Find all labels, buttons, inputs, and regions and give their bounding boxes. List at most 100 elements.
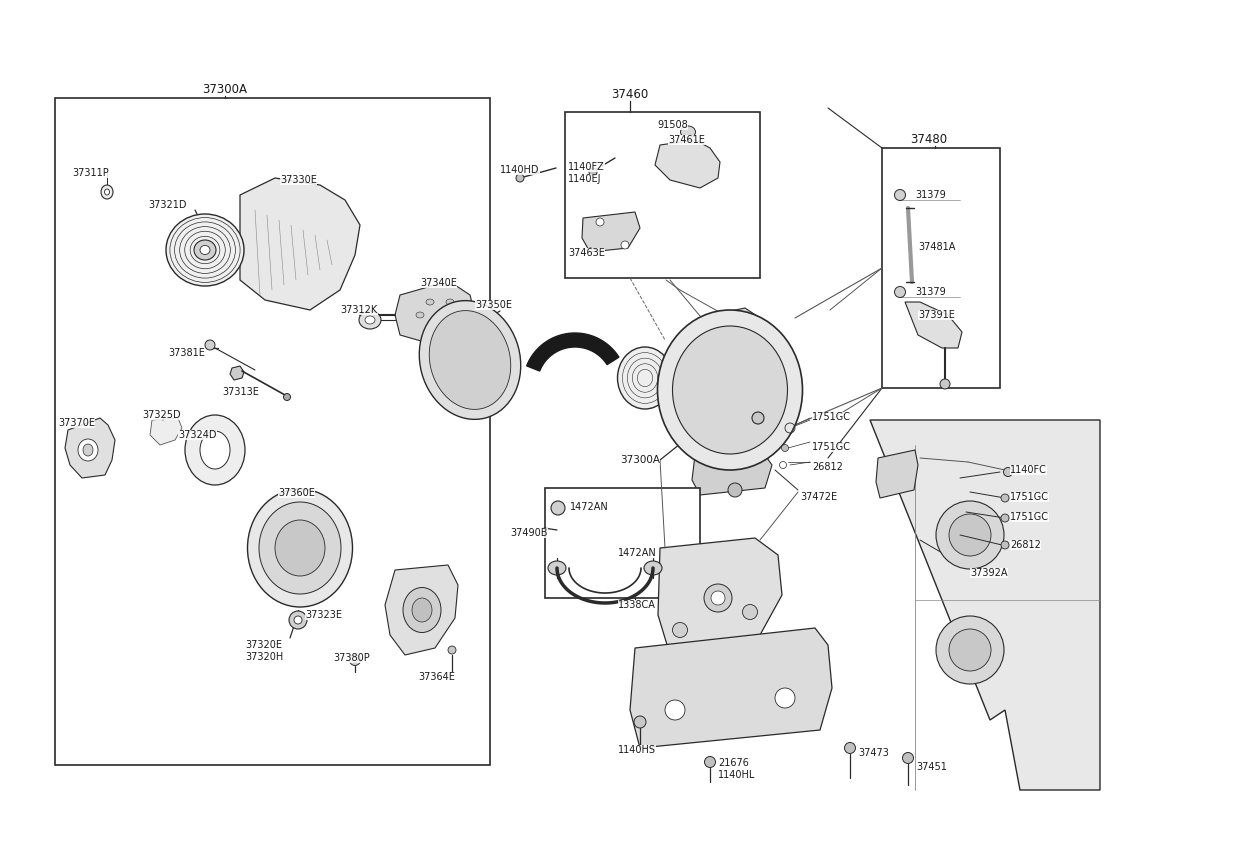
Bar [55,98,490,765]
Text: 37312K: 37312K [340,305,377,315]
Text: 1751GC: 1751GC [812,442,851,452]
Ellipse shape [618,347,672,409]
Ellipse shape [193,240,216,260]
Polygon shape [241,178,360,310]
Ellipse shape [949,629,991,671]
Text: 37300A: 37300A [202,83,248,96]
Text: 37324D: 37324D [179,430,217,440]
Text: 26812: 26812 [1011,540,1040,550]
Text: 37320E: 37320E [246,640,281,650]
Text: 1140FZ: 1140FZ [568,162,605,172]
Text: 1338CA: 1338CA [618,600,656,610]
Text: 37300A: 37300A [620,455,660,465]
Ellipse shape [936,501,1004,569]
Ellipse shape [936,616,1004,684]
Ellipse shape [711,591,725,605]
Text: 37480: 37480 [910,133,947,146]
Ellipse shape [360,311,381,329]
Ellipse shape [681,126,696,138]
Ellipse shape [665,700,684,720]
Text: 37391E: 37391E [918,310,955,320]
Ellipse shape [903,752,914,763]
Ellipse shape [657,310,802,470]
Polygon shape [630,628,832,748]
Ellipse shape [200,431,229,469]
Text: 37392A: 37392A [970,568,1007,578]
Ellipse shape [548,561,565,575]
Text: 1751GC: 1751GC [1011,512,1049,522]
Text: 26812: 26812 [812,462,843,472]
Text: 37380P: 37380P [334,653,370,663]
Text: 37490B: 37490B [510,528,548,538]
Text: 1140EJ: 1140EJ [568,174,601,184]
Ellipse shape [844,743,856,754]
Ellipse shape [294,616,303,624]
Ellipse shape [728,483,742,497]
Ellipse shape [448,646,456,654]
Polygon shape [396,285,475,345]
Ellipse shape [350,655,361,666]
Text: 1140HS: 1140HS [618,745,656,755]
Ellipse shape [412,598,432,622]
Ellipse shape [185,415,246,485]
Text: 37461E: 37461E [668,135,704,145]
Ellipse shape [427,325,434,331]
Ellipse shape [403,588,441,633]
Ellipse shape [634,716,646,728]
Ellipse shape [940,379,950,389]
Ellipse shape [1001,514,1009,522]
Text: 37473: 37473 [858,748,889,758]
Text: 37311P: 37311P [72,168,109,178]
Ellipse shape [704,584,732,612]
Ellipse shape [751,412,764,424]
Text: 37313E: 37313E [222,387,259,397]
Polygon shape [64,418,115,478]
Ellipse shape [1003,467,1013,477]
Text: 31379: 31379 [915,287,946,297]
Text: 1751GC: 1751GC [1011,492,1049,502]
Ellipse shape [596,218,604,226]
Polygon shape [229,366,244,380]
Ellipse shape [289,611,308,629]
Text: 31379: 31379 [915,190,946,200]
Polygon shape [384,565,458,655]
Bar [546,488,701,598]
Polygon shape [875,450,918,498]
Ellipse shape [78,439,98,461]
Polygon shape [905,302,962,348]
Ellipse shape [166,214,244,286]
Ellipse shape [104,189,109,195]
Text: 37451: 37451 [916,762,947,772]
Text: 37370E: 37370E [58,418,95,428]
Ellipse shape [275,520,325,576]
Ellipse shape [589,168,596,176]
Ellipse shape [1001,541,1009,549]
Text: 37460: 37460 [611,88,649,101]
Ellipse shape [352,657,357,662]
Bar [882,148,999,388]
Ellipse shape [894,189,905,200]
Text: 1751GC: 1751GC [812,412,851,422]
Ellipse shape [704,756,715,767]
Ellipse shape [781,444,789,451]
Ellipse shape [672,622,687,638]
Text: 37323E: 37323E [305,610,342,620]
Text: 37330E: 37330E [280,175,317,185]
Polygon shape [692,448,773,495]
Ellipse shape [551,501,565,515]
Ellipse shape [456,312,464,318]
Polygon shape [527,333,619,371]
Text: 37364E: 37364E [418,672,455,682]
Text: 37321D: 37321D [148,200,186,210]
Polygon shape [658,538,782,648]
Ellipse shape [894,287,905,298]
Ellipse shape [743,605,758,620]
Polygon shape [870,420,1100,790]
Text: 37325D: 37325D [143,410,181,420]
Bar [565,112,760,278]
Polygon shape [655,140,720,188]
Text: 37472E: 37472E [800,492,837,502]
Ellipse shape [415,312,424,318]
Text: 1472AN: 1472AN [618,548,657,558]
Bar [738,435,768,458]
